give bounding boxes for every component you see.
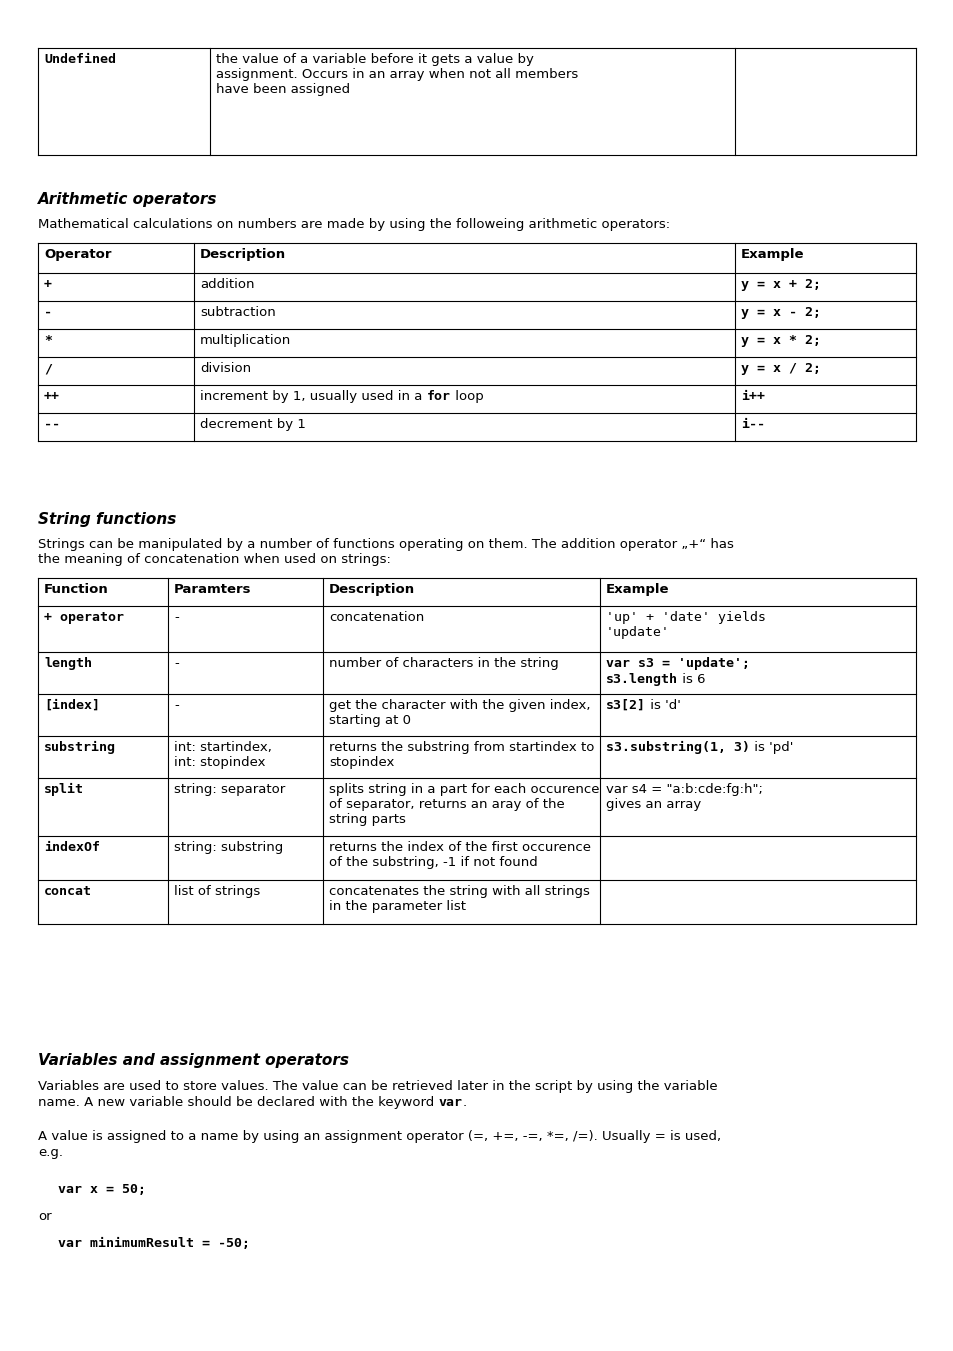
Text: Operator: Operator: [44, 249, 112, 261]
Text: Strings can be manipulated by a number of functions operating on them. The addit: Strings can be manipulated by a number o…: [38, 538, 733, 566]
Text: Variables are used to store values. The value can be retrieved later in the scri: Variables are used to store values. The …: [38, 1079, 717, 1093]
Text: -: -: [173, 611, 178, 624]
Text: Function: Function: [44, 584, 109, 596]
Text: .: .: [462, 1096, 466, 1109]
Text: Example: Example: [605, 584, 669, 596]
Text: Variables and assignment operators: Variables and assignment operators: [38, 1052, 349, 1069]
Text: -: -: [44, 305, 52, 319]
Text: var: var: [438, 1096, 462, 1109]
Text: number of characters in the string: number of characters in the string: [329, 657, 558, 670]
Text: var minimumResult = -50;: var minimumResult = -50;: [58, 1238, 250, 1250]
Text: + operator: + operator: [44, 611, 124, 624]
Text: Undefined: Undefined: [44, 53, 116, 66]
Text: or: or: [38, 1210, 51, 1223]
Text: indexOf: indexOf: [44, 842, 100, 854]
Text: the value of a variable before it gets a value by
assignment. Occurs in an array: the value of a variable before it gets a…: [215, 53, 578, 96]
Text: i--: i--: [740, 417, 764, 431]
Text: var x = 50;: var x = 50;: [58, 1183, 146, 1196]
Text: var s3 = 'update';: var s3 = 'update';: [605, 657, 749, 670]
Text: is 'pd': is 'pd': [749, 740, 793, 754]
Text: Description: Description: [329, 584, 415, 596]
Text: multiplication: multiplication: [200, 334, 291, 347]
Text: Arithmetic operators: Arithmetic operators: [38, 192, 217, 207]
Text: subtraction: subtraction: [200, 305, 275, 319]
Text: Example: Example: [740, 249, 803, 261]
Text: String functions: String functions: [38, 512, 176, 527]
Text: name. A new variable should be declared with the keyword: name. A new variable should be declared …: [38, 1096, 438, 1109]
Text: e.g.: e.g.: [38, 1146, 63, 1159]
Text: A value is assigned to a name by using an assignment operator (=, +=, -=, *=, /=: A value is assigned to a name by using a…: [38, 1129, 720, 1143]
Text: for: for: [426, 390, 450, 403]
Text: increment by 1, usually used in a: increment by 1, usually used in a: [200, 390, 426, 403]
Text: Description: Description: [200, 249, 286, 261]
Text: i++: i++: [740, 390, 764, 403]
Text: +: +: [44, 278, 52, 290]
Text: s3.length: s3.length: [605, 673, 678, 686]
Text: var s4 = "a:b:cde:fg:h";
gives an array: var s4 = "a:b:cde:fg:h"; gives an array: [605, 784, 762, 811]
Text: list of strings: list of strings: [173, 885, 260, 898]
Text: is 6: is 6: [678, 673, 705, 686]
Text: is 'd': is 'd': [645, 698, 680, 712]
Text: concatenation: concatenation: [329, 611, 424, 624]
Text: s3[2]: s3[2]: [605, 698, 645, 712]
Text: returns the substring from startindex to
stopindex: returns the substring from startindex to…: [329, 740, 594, 769]
Text: loop: loop: [450, 390, 483, 403]
Text: y = x + 2;: y = x + 2;: [740, 278, 821, 290]
Text: concat: concat: [44, 885, 91, 898]
Text: /: /: [44, 362, 52, 376]
Text: length: length: [44, 657, 91, 670]
Text: division: division: [200, 362, 251, 376]
Text: s3.substring(1, 3): s3.substring(1, 3): [605, 740, 749, 754]
Text: Mathematical calculations on numbers are made by using the followeing arithmetic: Mathematical calculations on numbers are…: [38, 218, 669, 231]
Text: splits string in a part for each occurence
of separator, returns an aray of the
: splits string in a part for each occuren…: [329, 784, 598, 825]
Text: [index]: [index]: [44, 698, 100, 712]
Text: y = x - 2;: y = x - 2;: [740, 305, 821, 319]
Text: -: -: [173, 698, 178, 712]
Text: split: split: [44, 784, 84, 796]
Text: y = x * 2;: y = x * 2;: [740, 334, 821, 347]
Text: int: startindex,
int: stopindex: int: startindex, int: stopindex: [173, 740, 272, 769]
Text: get the character with the given index,
starting at 0: get the character with the given index, …: [329, 698, 590, 727]
Text: Paramters: Paramters: [173, 584, 252, 596]
Text: ++: ++: [44, 390, 60, 403]
Text: *: *: [44, 334, 52, 347]
Text: concatenates the string with all strings
in the parameter list: concatenates the string with all strings…: [329, 885, 589, 913]
Text: y = x / 2;: y = x / 2;: [740, 362, 821, 376]
Text: string: separator: string: separator: [173, 784, 285, 796]
Text: decrement by 1: decrement by 1: [200, 417, 306, 431]
Text: -: -: [173, 657, 178, 670]
Text: addition: addition: [200, 278, 254, 290]
Text: substring: substring: [44, 740, 116, 754]
Text: 'up' + 'date' yields
'update': 'up' + 'date' yields 'update': [605, 611, 765, 639]
Text: --: --: [44, 417, 60, 431]
Text: string: substring: string: substring: [173, 842, 283, 854]
Text: returns the index of the first occurence
of the substring, -1 if not found: returns the index of the first occurence…: [329, 842, 590, 869]
